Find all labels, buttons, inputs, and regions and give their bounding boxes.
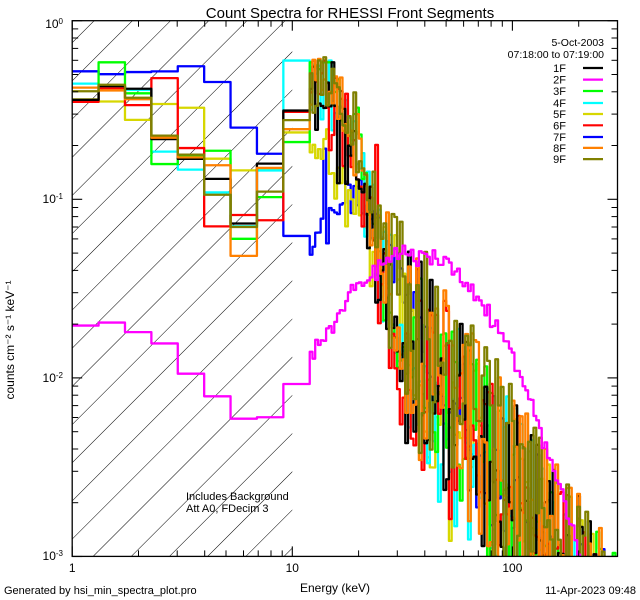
svg-text:Count Spectra for RHESSI Front: Count Spectra for RHESSI Front Segments [206, 5, 494, 22]
svg-text:Att A0, FDecim 3: Att A0, FDecim 3 [186, 503, 269, 515]
svg-text:Includes Background: Includes Background [186, 491, 289, 503]
svg-text:9F: 9F [553, 154, 566, 166]
svg-text:10: 10 [286, 561, 300, 575]
svg-text:1F: 1F [553, 63, 566, 75]
svg-text:3F: 3F [553, 86, 566, 98]
svg-text:counts cm⁻² s⁻¹ keV⁻¹: counts cm⁻² s⁻¹ keV⁻¹ [3, 280, 17, 399]
svg-text:2F: 2F [553, 75, 566, 87]
svg-text:Energy (keV): Energy (keV) [300, 581, 370, 595]
svg-text:6F: 6F [553, 120, 566, 132]
svg-text:07:18:00 to 07:19:00: 07:18:00 to 07:19:00 [508, 49, 604, 61]
svg-text:Generated by hsi_min_spectra_p: Generated by hsi_min_spectra_plot.pro [4, 585, 197, 597]
svg-text:5-Oct-2003: 5-Oct-2003 [551, 37, 604, 49]
svg-text:100: 100 [502, 561, 522, 575]
svg-text:1: 1 [69, 561, 76, 575]
svg-text:5F: 5F [553, 109, 566, 121]
svg-text:8F: 8F [553, 143, 566, 155]
svg-text:11-Apr-2023 09:48: 11-Apr-2023 09:48 [545, 585, 636, 597]
